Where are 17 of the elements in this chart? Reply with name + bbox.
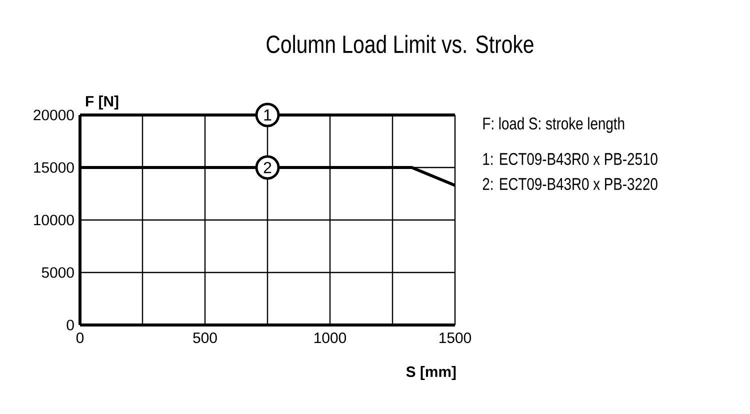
x-axis-title: S [mm] xyxy=(406,366,456,380)
text: 1: ECT09-B43R0 x PB-2510 xyxy=(483,153,658,165)
series-label: 2: ECT09-B43R0 x PB-3220 xyxy=(482,178,658,190)
annotation: 1 xyxy=(264,110,272,120)
text: F: load S: stroke length xyxy=(483,117,624,133)
x-tick-label: 0 xyxy=(76,332,84,344)
x-tick-label: 1000 xyxy=(314,332,346,344)
y-tick-label: 10000 xyxy=(34,214,74,226)
y-axis-title: F [N] xyxy=(86,96,118,110)
x-tick-label: 1500 xyxy=(440,332,472,344)
y-tick-label: 0 xyxy=(66,320,74,330)
y-tick-label: 20000 xyxy=(34,110,74,120)
x-tick-label: 500 xyxy=(193,332,217,344)
y-tick-label: 15000 xyxy=(34,162,74,173)
y-tick-label: 5000 xyxy=(42,267,74,278)
annotation: 2 xyxy=(264,162,272,174)
chart-title: Column Load Limit vs. Stroke xyxy=(266,34,534,54)
